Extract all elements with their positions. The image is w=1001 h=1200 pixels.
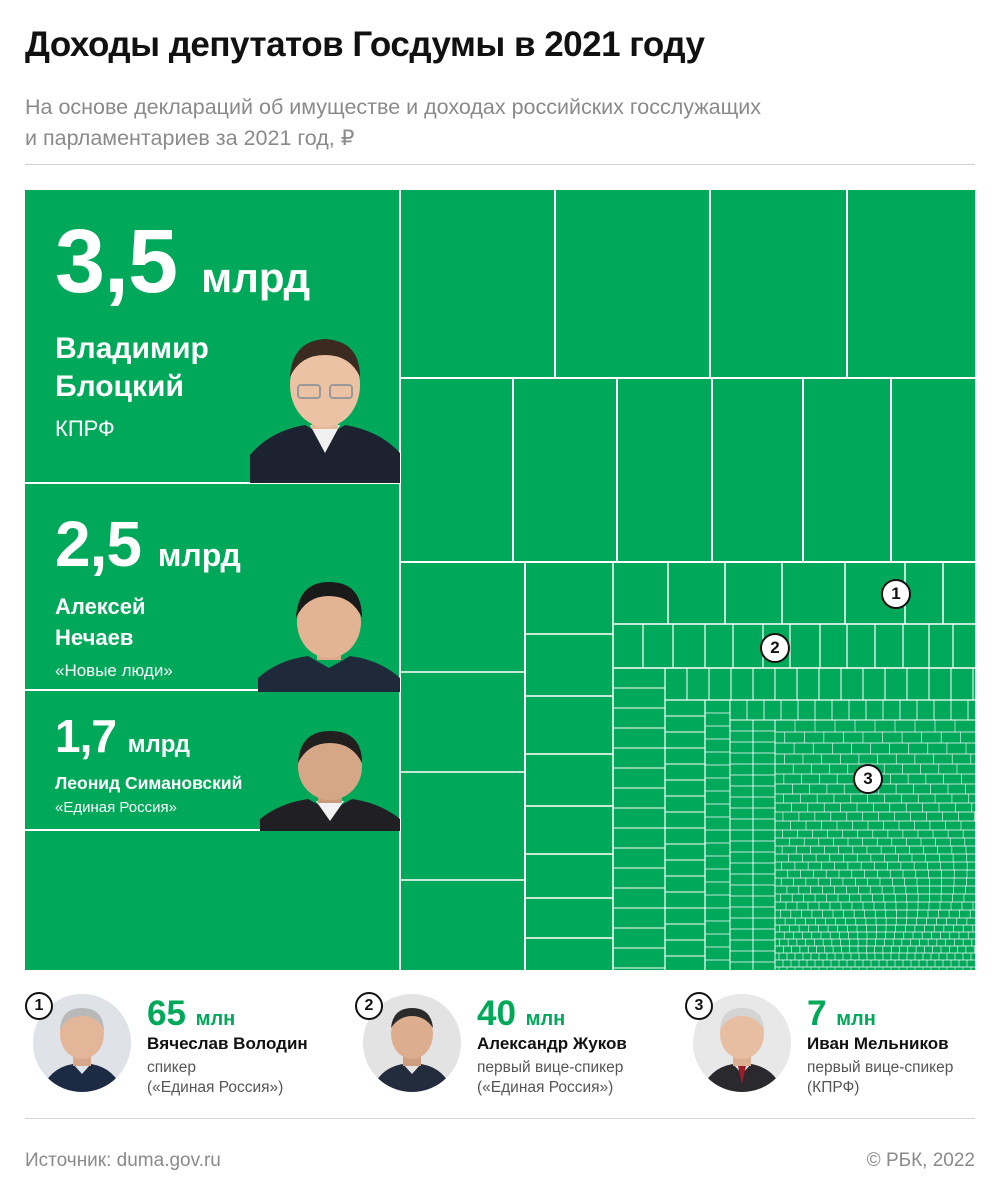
deputy-blotsky-last-name: Блоцкий <box>55 370 184 403</box>
marker-2: 2 <box>760 633 790 663</box>
deputy-blotsky-photo <box>250 325 400 483</box>
zhukov-value: 40 <box>477 994 516 1033</box>
chart-title: Доходы депутатов Госдумы в 2021 году <box>25 25 705 64</box>
melnikov-value: 7 <box>807 994 827 1033</box>
volodin-party: («Единая Россия») <box>147 1079 284 1096</box>
deputy-simanovsky-value: 1,7 <box>55 710 117 762</box>
volodin-name: Вячеслав Володин <box>147 1034 308 1053</box>
deputy-blotsky-value: 3,5 <box>55 212 178 312</box>
deputy-simanovsky-name: Леонид Симановский <box>55 773 243 793</box>
zhukov-name: Александр Жуков <box>477 1034 627 1053</box>
zhukov-unit: млн <box>525 1008 566 1030</box>
zhukov-role: первый вице-спикер <box>477 1059 624 1076</box>
melnikov-party: (КПРФ) <box>807 1079 860 1096</box>
deputy-nechaev-photo <box>258 574 400 692</box>
deputy-nechaev-party: «Новые люди» <box>55 661 173 680</box>
callout-3-number: 3 <box>685 992 713 1020</box>
income-treemap: 3,5 млрд Владимир Блоцкий КПРФ 2,5 млрд … <box>25 190 975 970</box>
callout-zhukov: 2 40 млн Александр Жуков первый вице-спи… <box>355 990 665 1100</box>
deputy-simanovsky-photo <box>260 725 400 831</box>
deputy-simanovsky-block: 1,7 млрд Леонид Симановский «Единая Росс… <box>55 710 242 816</box>
melnikov-unit: млн <box>836 1008 876 1030</box>
callout-1-number: 1 <box>25 992 53 1020</box>
zhukov-party: («Единая Россия») <box>477 1079 614 1096</box>
callout-2-number: 2 <box>355 992 383 1020</box>
deputy-blotsky-first-name: Владимир <box>55 332 209 365</box>
deputy-blotsky-block: 3,5 млрд Владимир Блоцкий КПРФ <box>55 212 310 442</box>
deputy-simanovsky-party: «Единая Россия» <box>55 799 177 816</box>
header-divider <box>25 164 975 165</box>
deputy-nechaev-value: 2,5 <box>55 508 142 580</box>
volodin-unit: млн <box>195 1008 236 1030</box>
deputy-blotsky-unit: млрд <box>201 254 311 301</box>
subtitle-line-1: На основе деклараций об имуществе и дохо… <box>25 95 762 119</box>
copyright: © РБК, 2022 <box>866 1150 975 1171</box>
volodin-role: спикер <box>147 1059 196 1076</box>
melnikov-name: Иван Мельников <box>807 1034 949 1053</box>
source-note: Источник: duma.gov.ru <box>25 1150 221 1171</box>
marker-1: 1 <box>881 579 911 609</box>
chart-subtitle: На основе деклараций об имуществе и дохо… <box>25 92 975 154</box>
volodin-value: 65 <box>147 994 186 1033</box>
subtitle-line-2: и парламентариев за 2021 год, ₽ <box>25 126 355 150</box>
deputy-nechaev-block: 2,5 млрд Алексей Нечаев «Новые люди» <box>55 508 241 681</box>
treemap-grid <box>25 190 975 970</box>
melnikov-role: первый вице-спикер <box>807 1059 954 1076</box>
footer-divider <box>25 1118 975 1119</box>
deputy-nechaev-unit: млрд <box>157 537 241 573</box>
deputy-blotsky-party: КПРФ <box>55 416 115 441</box>
deputy-simanovsky-unit: млрд <box>127 731 191 758</box>
deputy-nechaev-first-name: Алексей <box>55 594 146 619</box>
callout-volodin: 1 65 млн Вячеслав Володин спикер («Едина… <box>25 990 335 1100</box>
marker-3: 3 <box>853 764 883 794</box>
callout-melnikov: 3 7 млн Иван Мельников первый вице-спике… <box>685 990 977 1100</box>
deputy-nechaev-last-name: Нечаев <box>55 625 134 650</box>
